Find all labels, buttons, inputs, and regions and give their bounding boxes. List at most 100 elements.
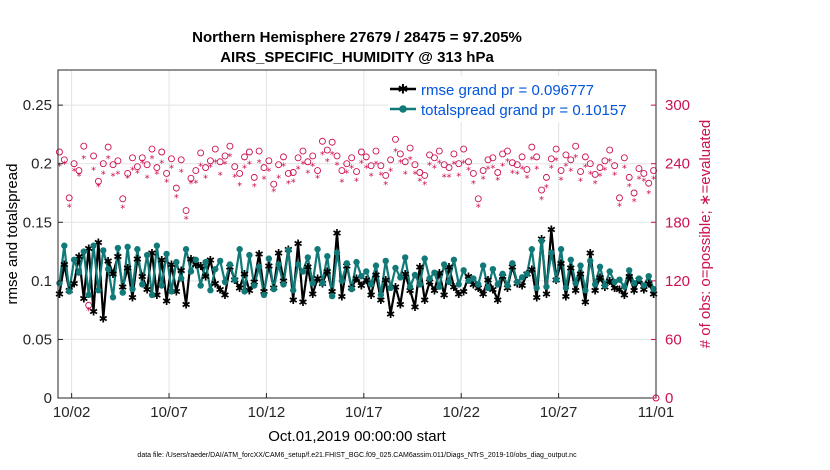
obs-possible-point — [114, 157, 122, 165]
totalspread-point — [343, 260, 350, 267]
obs-possible-point — [314, 167, 322, 174]
rmse-point: ✱ — [298, 296, 307, 309]
totalspread-point — [134, 246, 141, 253]
rmse-point: ✱ — [479, 288, 488, 301]
y2-tick-label: 60 — [665, 331, 682, 348]
x-tick-label: 10/22 — [442, 404, 480, 421]
rmse-point: ✱ — [615, 283, 624, 296]
rmse-point: ✱ — [196, 260, 205, 273]
legend: ✱ rmse grand pr = 0.096777 totalspread g… — [388, 76, 650, 122]
rmse-point: ✱ — [625, 270, 634, 283]
series-layer: ✱✱✱✱✱✱✱✱✱✱✱✱✱✱✱✱✱✱✱✱✱✱✱✱✱✱✱✱✱✱✱✱✱✱✱✱✱✱✱✱… — [55, 224, 658, 326]
obs-evaluated-point: * — [130, 166, 135, 177]
rmse-point: ✱ — [420, 294, 429, 307]
obs-evaluated-point: * — [232, 172, 237, 183]
obs-evaluated-point: * — [335, 161, 340, 172]
data-file-footnote: data file: /Users/raeder/DAI/ATM_forcXX/… — [137, 452, 577, 459]
obs-evaluated-point: * — [310, 162, 315, 173]
rmse-point: ✱ — [235, 282, 244, 295]
totalspread-point — [294, 261, 302, 268]
obs-evaluated-point: * — [554, 156, 559, 167]
totalspread-point — [109, 294, 117, 301]
rmse-point: ✱ — [69, 277, 78, 290]
totalspread-point — [70, 256, 78, 263]
obs-possible-point — [90, 152, 97, 160]
obs-possible-point — [275, 161, 283, 169]
rmse-point: ✱ — [430, 284, 439, 297]
obs-evaluated-point: * — [485, 165, 490, 176]
obs-evaluated-point: * — [266, 167, 271, 178]
obs-evaluated-point: * — [607, 157, 612, 168]
obs-possible-point — [489, 154, 497, 162]
rmse-point: ✱ — [595, 272, 604, 285]
obs-possible-point — [255, 147, 263, 155]
obs-evaluated-point: * — [62, 160, 67, 171]
totalspread-point — [397, 274, 404, 281]
obs-possible-point — [60, 156, 68, 164]
obs-possible-point — [518, 153, 526, 161]
obs-evaluated-point: * — [471, 179, 476, 190]
obs-evaluated-point: * — [520, 165, 525, 176]
rmse-point: ✱ — [401, 268, 410, 281]
obs-possible-point — [280, 153, 287, 161]
obs-possible-point — [99, 160, 107, 168]
totalspread-point — [104, 265, 112, 273]
obs-evaluated-point: * — [286, 179, 291, 190]
obs-evaluated-point: * — [91, 166, 96, 177]
totalspread-point — [207, 287, 214, 294]
rmse-point: ✱ — [55, 288, 64, 301]
obs-evaluated-point: * — [135, 169, 140, 180]
obs-evaluated-point: * — [57, 162, 62, 173]
rmse-point: ✱ — [493, 294, 502, 307]
totalspread-point — [236, 246, 243, 253]
obs-evaluated-point: * — [169, 164, 174, 175]
obs-possible-point — [56, 148, 63, 156]
obs-possible-point — [299, 147, 307, 155]
obs-evaluated-point: * — [349, 164, 354, 175]
rmse-point: ✱ — [371, 269, 380, 282]
obs-evaluated-point: * — [481, 174, 486, 185]
rmse-point: ✱ — [644, 277, 653, 290]
y-tick-label: 0.1 — [31, 273, 52, 290]
obs-possible-point — [416, 169, 424, 176]
obs-possible-point — [616, 194, 623, 202]
obs-possible-point — [572, 142, 580, 150]
obs-evaluated-point: * — [325, 157, 330, 168]
obs-evaluated-point: * — [140, 159, 145, 170]
totalspread-point — [333, 249, 341, 256]
obs-possible-point — [372, 147, 380, 155]
rmse-point: ✱ — [410, 301, 419, 314]
obs-evaluated-point: * — [447, 172, 452, 183]
obs-evaluated-point: * — [208, 163, 213, 174]
rmse-point: ✱ — [118, 281, 127, 294]
obs-possible-point — [362, 153, 370, 161]
obs-possible-point — [148, 145, 156, 153]
obs-evaluated-point: * — [111, 171, 116, 182]
obs-possible-point — [504, 147, 511, 155]
rmse-point: ✱ — [576, 268, 585, 281]
obs-count-layer: * *** ******** **** ************ **** ******* *… — [56, 135, 660, 402]
obs-evaluated-point: * — [456, 171, 461, 182]
totalspread-point — [61, 242, 68, 249]
totalspread-point — [358, 272, 365, 280]
obs-evaluated-point: * — [476, 203, 481, 214]
totalspread-point — [411, 271, 419, 279]
obs-evaluated-point: * — [437, 159, 442, 170]
obs-possible-point — [70, 160, 78, 168]
totalspread-point — [582, 287, 589, 294]
obs-possible-point — [581, 153, 589, 161]
obs-possible-point — [650, 167, 658, 174]
rmse-point: ✱ — [113, 250, 122, 263]
rmse-point: ✱ — [79, 293, 88, 306]
obs-possible-point — [421, 171, 429, 179]
obs-possible-point — [430, 154, 438, 162]
obs-evaluated-point: * — [261, 174, 266, 185]
totalspread-point — [178, 275, 185, 282]
obs-possible-point — [348, 154, 356, 162]
rmse-point: ✱ — [415, 261, 424, 274]
obs-possible-point — [216, 158, 224, 166]
obs-evaluated-point: * — [641, 176, 646, 187]
obs-evaluated-point: * — [515, 169, 520, 180]
y2-tick-label: 300 — [665, 97, 690, 114]
totalspread-point — [363, 268, 370, 275]
